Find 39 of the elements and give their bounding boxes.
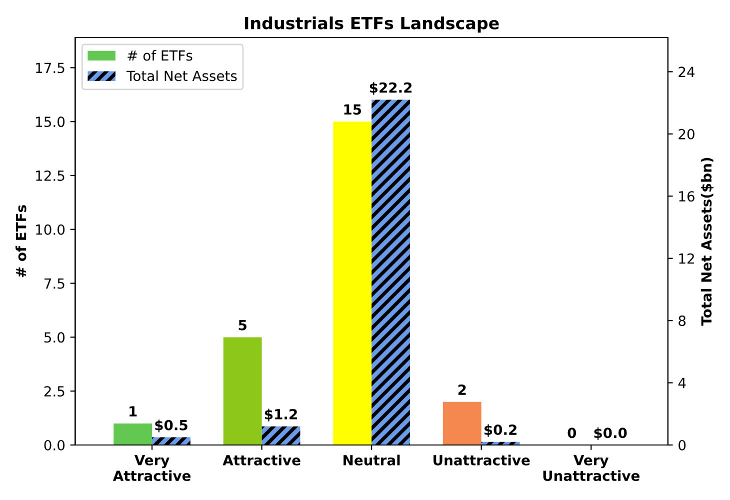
y-tick-label: 5.0 — [44, 332, 65, 343]
x-tick-label: Very Attractive — [112, 455, 191, 482]
x-tick-label: Attractive — [222, 454, 300, 466]
data-label: 15 — [344, 104, 362, 115]
y-axis-title: # of ETFs — [16, 205, 26, 278]
bar — [262, 426, 300, 445]
x-tick-label: Very Unattractive — [543, 455, 640, 482]
y-tick-label: 15.0 — [36, 116, 65, 128]
y-tick-label: 12.5 — [36, 170, 64, 181]
x-tick-label: Unattractive — [434, 454, 530, 466]
bar — [114, 423, 152, 445]
y-tick-label: 0.0 — [44, 440, 65, 450]
bar — [223, 337, 262, 445]
data-label: $0.0 — [594, 427, 627, 440]
y-tick-label: 2.5 — [44, 386, 64, 397]
y2-tick-label: 0 — [678, 440, 686, 450]
bar — [442, 402, 482, 445]
x-tick-label: Neutral — [344, 454, 400, 466]
y2-tick-label: 8 — [678, 316, 686, 326]
data-label: 0 — [568, 428, 576, 438]
data-label: $1.2 — [264, 408, 297, 422]
y2-tick-label: 4 — [678, 378, 686, 388]
y-tick-label: 17.5 — [36, 62, 64, 74]
y2-tick-label: 12 — [679, 253, 694, 264]
chart-title: Industrials ETFs Landscape — [245, 16, 499, 33]
data-label: 1 — [130, 406, 137, 416]
y2-tick-label: 20 — [678, 128, 694, 140]
y2-tick-label: 16 — [679, 191, 694, 202]
y2-axis-title: Total Net Assets($bn) — [700, 158, 714, 326]
data-label: $0.5 — [155, 420, 188, 432]
legend-label: # of ETFs — [128, 50, 192, 61]
data-label: 2 — [458, 384, 466, 395]
y2-tick-label: 24 — [678, 66, 695, 77]
data-label: 5 — [238, 320, 246, 330]
legend-label: Total Net Assets — [126, 70, 237, 82]
data-label: $0.2 — [484, 424, 516, 437]
y-tick-label: 7.5 — [44, 278, 64, 289]
data-label: $22.2 — [370, 82, 412, 95]
y-tick-label: 10.0 — [36, 224, 65, 235]
